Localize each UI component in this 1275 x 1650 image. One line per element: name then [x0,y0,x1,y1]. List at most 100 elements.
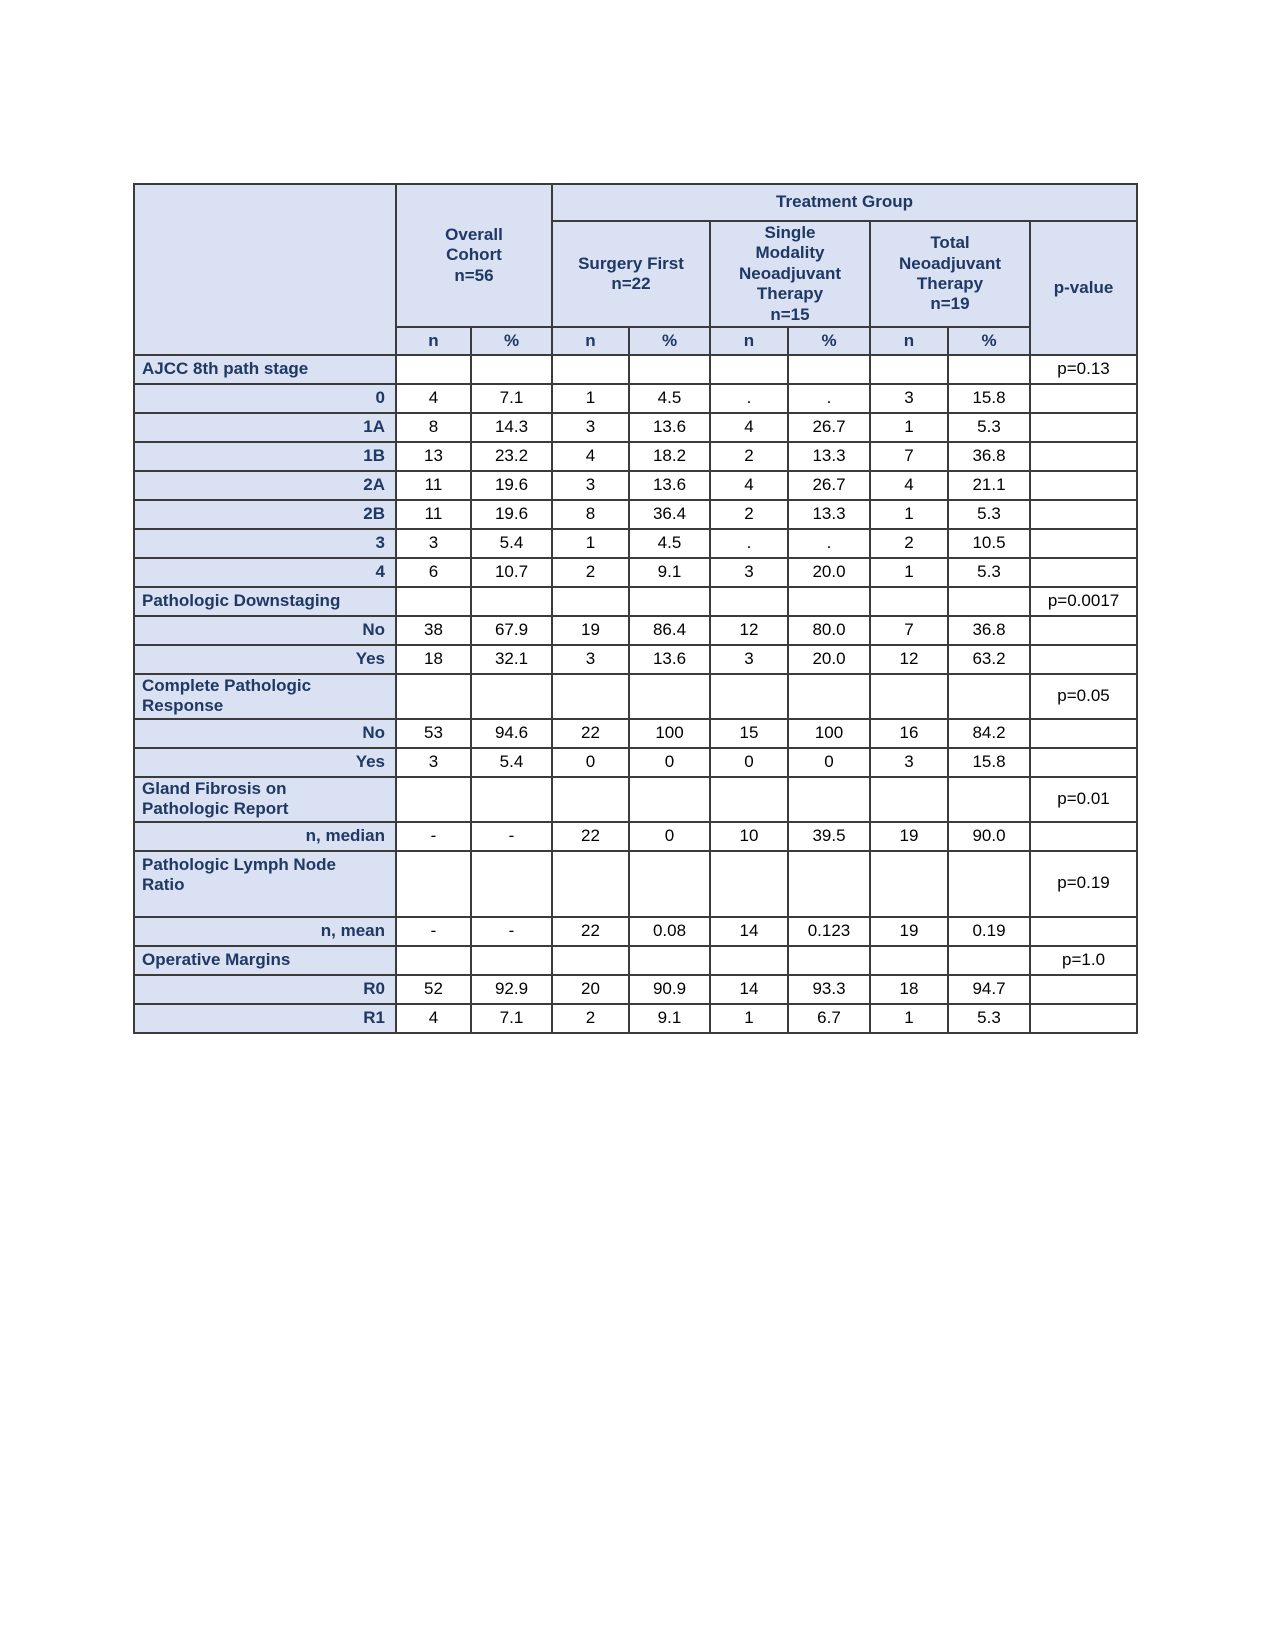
row-label: No [133,614,397,646]
data-cell [470,775,553,823]
subcol-header-pct: % [628,325,711,356]
data-cell [869,944,949,976]
table-body: AJCC 8th path stage p=0.13 0 4 7.1 1 4.5.. 3 15.… [133,353,1139,1034]
data-cell: 19.6 [470,498,553,530]
data-cell: 1 [551,527,630,559]
data-cell [709,944,789,976]
p-value-cell [1028,382,1139,414]
data-cell: 14.3 [470,411,553,443]
data-cell [395,353,472,385]
data-cell: 0.19 [947,915,1031,947]
row-label: 4 [133,556,397,588]
data-cell: 90.0 [947,820,1031,852]
data-cell: 14 [709,915,789,947]
data-cell: 4 [709,469,789,501]
data-cell: 0.08 [628,915,711,947]
data-cell [470,585,553,617]
data-cell: 36.8 [947,440,1031,472]
p-value-cell [1028,614,1139,646]
data-cell: 5.3 [947,498,1031,530]
data-cell: 4 [709,411,789,443]
data-cell [947,849,1031,918]
data-cell: 10 [709,820,789,852]
data-cell: 100 [787,717,871,749]
table-row: 4 6 10.7 2 9.1 3 20.0 1 5.3 [133,556,1139,588]
data-cell: 3 [551,411,630,443]
data-cell: 94.6 [470,717,553,749]
data-cell: 2 [551,1002,630,1034]
data-cell: 19 [551,614,630,646]
data-cell [628,353,711,385]
row-label: Yes [133,643,397,675]
group-header-total-neoadjuvant: Total Neoadjuvant Therapy n=19 [869,220,1031,328]
data-cell: 9.1 [628,1002,711,1034]
row-label: No [133,717,397,749]
data-cell: . [709,382,789,414]
row-label: AJCC 8th path stage [133,353,397,385]
data-cell [787,775,871,823]
data-cell: 1 [551,382,630,414]
p-value-cell: p=1.0 [1028,944,1139,976]
corner-cell [133,183,397,356]
data-cell: 19.6 [470,469,553,501]
table-row: 3 3 5.4 1 4.5.. 2 10.5 [133,527,1139,559]
data-cell: 16 [869,717,949,749]
data-cell: 86.4 [628,614,711,646]
data-cell: 22 [551,820,630,852]
data-cell: 10.5 [947,527,1031,559]
table-row: AJCC 8th path stage p=0.13 [133,353,1139,385]
data-cell: 15.8 [947,746,1031,778]
data-cell [787,353,871,385]
data-cell: 14 [709,973,789,1005]
data-cell: 3 [709,556,789,588]
subcol-header-n: n [395,325,472,356]
data-cell: 23.2 [470,440,553,472]
data-cell: 4 [551,440,630,472]
data-cell: 4.5 [628,527,711,559]
subcol-header-pct: % [947,325,1031,356]
p-value-cell [1028,643,1139,675]
treatment-group-header: Treatment Group [550,183,1139,222]
data-cell: 2 [869,527,949,559]
data-cell: 7.1 [470,1002,553,1034]
data-cell [551,775,630,823]
treatment-group-row: Overall Cohort n=56 Treatment Group [133,183,1139,356]
data-cell [869,775,949,823]
p-value-cell: p=0.01 [1028,775,1139,823]
table-row: No 53 94.6 22 100 15 100 16 84.2 [133,717,1139,749]
data-cell: 6 [395,556,472,588]
n-percent-row: n % n % n % n % [134,325,1137,356]
data-cell [947,672,1031,720]
row-label: 1B [133,440,397,472]
data-cell: 3 [551,643,630,675]
data-cell [869,672,949,720]
data-cell [470,944,553,976]
p-value-cell [1028,717,1139,749]
data-cell: 3 [395,527,472,559]
table-row: 2B 11 19.6 8 36.4 2 13.3 1 5.3 [133,498,1139,530]
data-cell: . [709,527,789,559]
data-cell: 6.7 [787,1002,871,1034]
data-cell: 9.1 [628,556,711,588]
data-cell: 92.9 [470,973,553,1005]
data-cell: - [395,820,472,852]
data-cell: 11 [395,498,472,530]
row-label: 2A [133,469,397,501]
data-cell [869,353,949,385]
row-label: Gland Fibrosis on Pathologic Report [133,775,397,823]
data-cell [628,849,711,918]
data-cell: 3 [709,643,789,675]
data-cell: 53 [395,717,472,749]
table-row: 1B 13 23.2 4 18.2 2 13.3 7 36.8 [133,440,1139,472]
data-cell: 10.7 [470,556,553,588]
data-cell: 13 [395,440,472,472]
data-cell: 13.3 [787,498,871,530]
data-cell: 5.4 [470,527,553,559]
data-cell: 5.3 [947,556,1031,588]
data-cell: 15 [709,717,789,749]
row-label: 0 [133,382,397,414]
p-value-cell [1028,1002,1139,1034]
data-cell: - [470,820,553,852]
data-cell: 3 [869,746,949,778]
